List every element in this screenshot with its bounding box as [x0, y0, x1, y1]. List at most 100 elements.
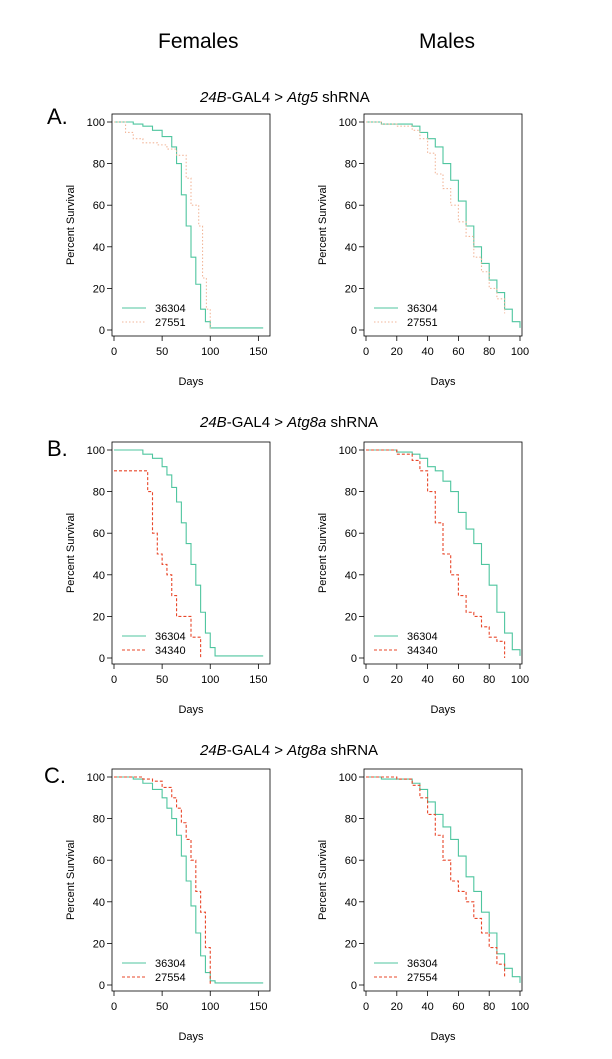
- row-title-a: 24B-GAL4 > Atg5 shRNA: [200, 89, 370, 106]
- y-tick-label: 100: [87, 445, 105, 457]
- chart-a-females: 0 20 40 60 80 100 0 50 100 150 Days Percent Surviva…: [65, 113, 271, 388]
- chart-c-females: 0 20 40 60 80 100 0 50 100 150 Days Percent Surviva…: [65, 768, 271, 1043]
- row-title-b-driver: -GAL4 >: [226, 414, 288, 431]
- header-females: Females: [158, 30, 239, 53]
- y-axis-label: Percent Survival: [317, 185, 329, 265]
- x-axis-label: Days: [430, 1031, 456, 1043]
- y-tick-label: 80: [345, 159, 357, 171]
- row-title-b-suffix: shRNA: [326, 414, 379, 431]
- y-tick-label: 60: [345, 200, 357, 212]
- chart-b-females: 0 20 40 60 80 100 0 50 100 150 Days Percent Surviva…: [65, 441, 271, 716]
- legend-label-34340: 34340: [407, 645, 438, 657]
- row-title-a-gene: Atg5: [287, 89, 319, 106]
- row-title-b-genotype: 24B: [200, 414, 227, 431]
- series-line-36304: [114, 449, 264, 657]
- x-axis-label: Days: [178, 1031, 204, 1043]
- x-tick-label: 60: [452, 346, 464, 358]
- y-tick-label: 80: [93, 814, 105, 826]
- x-tick-label: 50: [156, 1001, 168, 1013]
- y-axis-label: Percent Survival: [65, 185, 77, 265]
- x-tick-label: 60: [452, 1001, 464, 1013]
- series-line-27551: [114, 121, 211, 330]
- legend-label-36304: 36304: [155, 303, 186, 315]
- row-title-c: 24B-GAL4 > Atg8a shRNA: [200, 742, 378, 759]
- y-tick-label: 80: [345, 814, 357, 826]
- x-tick-label: 0: [363, 346, 369, 358]
- y-tick-label: 80: [93, 159, 105, 171]
- x-axis-label: Days: [178, 704, 204, 716]
- series-line-27551: [366, 121, 506, 314]
- chart-c-males: 0 20 40 60 80 100 0 20 40 60 80 100 Days Percent Surv…: [317, 768, 529, 1043]
- legend-label-36304: 36304: [155, 958, 186, 970]
- x-tick-label: 100: [511, 346, 529, 358]
- row-title-c-suffix: shRNA: [326, 742, 379, 759]
- y-tick-label: 100: [339, 772, 357, 784]
- x-tick-label: 50: [156, 674, 168, 686]
- series-line-36304: [366, 776, 521, 983]
- legend-label-27554: 27554: [155, 972, 186, 984]
- plot-frame: [363, 113, 523, 337]
- y-tick-label: 20: [345, 611, 357, 623]
- plot-frame: [111, 113, 271, 337]
- series-line-36304: [366, 121, 521, 328]
- legend-label-36304: 36304: [155, 631, 186, 643]
- y-tick-label: 100: [339, 117, 357, 129]
- x-tick-label: 150: [249, 674, 267, 686]
- plot-frame: [111, 768, 271, 992]
- series-line-36304: [366, 449, 521, 656]
- x-tick-label: 150: [249, 1001, 267, 1013]
- x-tick-label: 40: [421, 346, 433, 358]
- y-axis-label: Percent Survival: [65, 840, 77, 920]
- plot-frame: [111, 441, 271, 665]
- y-tick-label: 20: [345, 283, 357, 295]
- row-title-b: 24B-GAL4 > Atg8a shRNA: [200, 414, 378, 431]
- x-axis-label: Days: [430, 376, 456, 388]
- y-tick-label: 100: [339, 445, 357, 457]
- y-tick-label: 40: [93, 242, 105, 254]
- y-tick-label: 60: [93, 528, 105, 540]
- y-tick-label: 40: [345, 570, 357, 582]
- x-tick-label: 0: [363, 1001, 369, 1013]
- row-letter-b: B.: [47, 436, 68, 461]
- series-line-36304: [114, 776, 264, 984]
- y-axis-label: Percent Survival: [317, 840, 329, 920]
- y-tick-label: 40: [345, 242, 357, 254]
- y-tick-label: 20: [345, 938, 357, 950]
- x-tick-label: 0: [363, 674, 369, 686]
- chart-b-males: 0 20 40 60 80 100 0 20 40 60 80 100 Days Percent Surv…: [317, 441, 529, 716]
- y-tick-label: 80: [345, 487, 357, 499]
- y-tick-label: 60: [93, 200, 105, 212]
- y-tick-label: 60: [345, 528, 357, 540]
- x-tick-label: 20: [391, 674, 403, 686]
- x-tick-label: 80: [483, 1001, 495, 1013]
- x-axis-label: Days: [430, 704, 456, 716]
- y-tick-label: 40: [93, 897, 105, 909]
- y-tick-label: 0: [351, 653, 357, 665]
- series-line-34340: [114, 470, 202, 658]
- x-tick-label: 100: [201, 1001, 219, 1013]
- y-tick-label: 0: [99, 653, 105, 665]
- legend-label-36304: 36304: [407, 631, 438, 643]
- y-axis-label: Percent Survival: [317, 513, 329, 593]
- series-line-34340: [366, 449, 506, 658]
- legend-label-36304: 36304: [407, 958, 438, 970]
- x-tick-label: 40: [421, 674, 433, 686]
- x-tick-label: 40: [421, 1001, 433, 1013]
- row-letter-c: C.: [44, 763, 66, 788]
- y-tick-label: 80: [93, 487, 105, 499]
- y-tick-label: 0: [99, 980, 105, 992]
- x-tick-label: 60: [452, 674, 464, 686]
- x-tick-label: 150: [249, 346, 267, 358]
- y-tick-label: 100: [87, 117, 105, 129]
- x-tick-label: 0: [111, 674, 117, 686]
- y-tick-label: 0: [99, 325, 105, 337]
- series-line-27554: [366, 776, 506, 977]
- plot-frame: [363, 768, 523, 992]
- series-line-27554: [114, 776, 211, 985]
- x-axis-label: Days: [178, 376, 204, 388]
- plot-frame: [363, 441, 523, 665]
- header-males: Males: [419, 30, 476, 53]
- x-tick-label: 100: [511, 674, 529, 686]
- y-tick-label: 0: [351, 325, 357, 337]
- row-title-c-driver: -GAL4 >: [226, 742, 288, 759]
